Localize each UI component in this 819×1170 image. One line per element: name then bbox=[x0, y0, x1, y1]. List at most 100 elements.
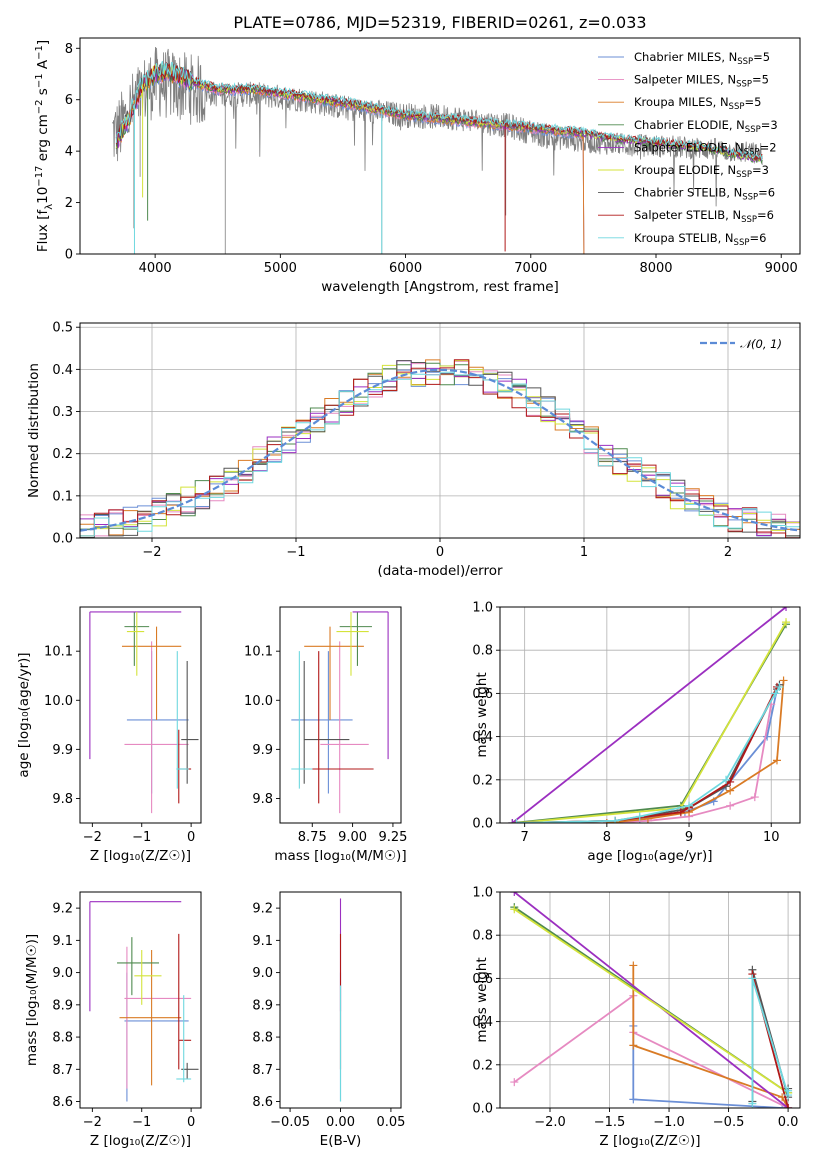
x-tick-label: 2 bbox=[724, 545, 732, 560]
legend-label-chabrier-stelib: Chabrier STELIB, NSSP=6 bbox=[634, 186, 775, 203]
x-tick-label: 0 bbox=[436, 545, 444, 560]
series-marker-kroupa-stelib bbox=[748, 974, 757, 983]
panel-ebv-mass: −0.05 0.00 0.05 8.6 8.7 8.8 8.9 9.0 9.1 9.2 E(B-V) bbox=[252, 891, 405, 1149]
y-tick-label: 0.8 bbox=[472, 644, 493, 659]
series-marker-kroupa-stelib bbox=[771, 689, 780, 698]
legend-label-eq: =5 bbox=[744, 95, 761, 109]
series-marker-kroupa-elodie bbox=[510, 905, 519, 914]
y-tick-label: 8.6 bbox=[52, 1095, 73, 1110]
y-tick-label: 9.1 bbox=[252, 934, 273, 949]
series-marker-kroupa-miles bbox=[726, 786, 735, 795]
x-tick-label: 9.25 bbox=[378, 830, 407, 845]
panel-mass-age: 8.75 9.00 9.25 9.8 9.9 10.0 10.1 mass [log₁₀(M/… bbox=[244, 606, 407, 864]
y-tick-label: 1.0 bbox=[472, 886, 493, 901]
y-tick-label: 8.9 bbox=[52, 998, 73, 1013]
legend-label-sub: SSP bbox=[729, 102, 745, 112]
y-tick-label: 8.7 bbox=[52, 1063, 73, 1078]
y-tick-label: 8.6 bbox=[252, 1095, 273, 1110]
y-tick-label: 2 bbox=[65, 196, 73, 211]
axes-frame bbox=[499, 891, 801, 1109]
page-title: PLATE=0786, MJD=52319, FIBERID=0261, z=0… bbox=[233, 13, 646, 32]
y-axis-label: Flux [fλ10−17 erg cm−2 s−1 A−1] bbox=[34, 40, 55, 252]
panel-z-age: −2 −1 0 9.8 9.9 10.0 10.1 Z [log₁₀(Z/Z☉)] age [l… bbox=[16, 606, 202, 864]
legend-label-kroupa-miles: Kroupa MILES, NSSP=5 bbox=[634, 95, 761, 112]
x-tick-label: 5000 bbox=[264, 261, 297, 276]
x-tick-label: −1 bbox=[286, 545, 305, 560]
series-marker-kroupa-stelib bbox=[722, 775, 731, 784]
y-axis-label: mass weight bbox=[474, 672, 490, 757]
model-line-kroupa-miles bbox=[115, 64, 585, 254]
legend-label-eq: =3 bbox=[752, 163, 769, 177]
x-tick-label: −1.5 bbox=[594, 1115, 626, 1130]
y-tick-label: 4 bbox=[65, 145, 73, 160]
legend-label-normal: 𝒩(0, 1) bbox=[740, 337, 782, 351]
y-axis-label-part: erg cm bbox=[35, 114, 51, 165]
panel-z-massweight: −2.0 −1.5 −1.0 −0.5 0.0 0.0 0.2 0.4 0.6 0.8 1.0 Z [… bbox=[472, 886, 801, 1149]
data-spectrum-line bbox=[112, 46, 763, 207]
y-tick-label: 0.1 bbox=[52, 489, 73, 504]
y-tick-label: 0.4 bbox=[472, 1015, 493, 1030]
series-marker-kroupa-stelib bbox=[775, 682, 784, 691]
series-marker-kroupa-stelib bbox=[635, 812, 644, 821]
model-line-kroupa-stelib bbox=[115, 60, 763, 161]
legend-label-sub: SSP bbox=[734, 238, 750, 248]
y-tick-label: 8.9 bbox=[252, 998, 273, 1013]
legend-label-sub: SSP bbox=[742, 193, 758, 203]
legend-label-eq: =5 bbox=[752, 73, 769, 87]
legend-label-name: Salpeter MILES, N bbox=[634, 73, 736, 87]
legend-label-name: Salpeter ELODIE, N bbox=[634, 140, 744, 154]
series-marker-kroupa-stelib bbox=[748, 1099, 757, 1108]
x-tick-label: 1 bbox=[580, 545, 588, 560]
y-axis-label-part: λ bbox=[44, 204, 55, 210]
y-axis-label-part: ] bbox=[35, 40, 51, 45]
y-tick-label: 0.4 bbox=[52, 363, 73, 378]
y-tick-label: 0.2 bbox=[52, 447, 73, 462]
series-marker-salpeter-stelib bbox=[676, 808, 685, 817]
series-marker-kroupa-miles bbox=[629, 1041, 638, 1050]
series-line-salpeter-elodie bbox=[513, 892, 789, 1108]
plot-area bbox=[510, 892, 793, 1108]
histogram-kroupa-stelib bbox=[80, 371, 800, 537]
legend-label-sub: SSP bbox=[741, 215, 757, 225]
axes-frame bbox=[79, 37, 801, 255]
panel-age-massweight: 7 8 9 10 0.0 0.2 0.4 0.6 0.8 1.0 age [log₁₀(age/yr… bbox=[472, 601, 801, 864]
series-marker-kroupa-stelib bbox=[784, 1086, 793, 1095]
legend-label-name: Kroupa ELODIE, N bbox=[634, 163, 736, 177]
y-tick-label: 9.0 bbox=[52, 966, 73, 981]
series-marker-kroupa-elodie bbox=[782, 618, 791, 627]
legend-label-eq: =6 bbox=[757, 208, 774, 222]
x-tick-label: 8.75 bbox=[298, 830, 327, 845]
y-tick-label: 0.3 bbox=[52, 405, 73, 420]
y-tick-label: 9.0 bbox=[252, 966, 273, 981]
x-axis-label: Z [log₁₀(Z/Z☉)] bbox=[90, 1133, 191, 1149]
series-marker-kroupa-stelib bbox=[512, 819, 521, 823]
legend-label-salpeter-miles: Salpeter MILES, NSSP=5 bbox=[634, 73, 769, 90]
y-axis-label-part: A bbox=[35, 59, 51, 73]
axes-frame bbox=[79, 891, 202, 1109]
x-tick-label: 10 bbox=[763, 830, 780, 845]
series-marker-salpeter-stelib bbox=[726, 777, 735, 786]
y-axis-label-part: −17 bbox=[34, 166, 45, 187]
y-tick-label: 9.2 bbox=[252, 902, 273, 917]
series-line-kroupa-miles bbox=[632, 965, 789, 1108]
legend-label-kroupa-stelib: Kroupa STELIB, NSSP=6 bbox=[634, 231, 766, 248]
x-tick-label: 8 bbox=[603, 830, 611, 845]
y-tick-label: 9.8 bbox=[52, 792, 73, 807]
x-tick-label: 6000 bbox=[389, 261, 422, 276]
x-tick-label: 0 bbox=[187, 830, 195, 845]
y-axis-label-part: −1 bbox=[34, 45, 45, 60]
legend-label-eq: =3 bbox=[761, 118, 778, 132]
x-tick-label: 9000 bbox=[765, 261, 798, 276]
series-marker-kroupa-miles bbox=[779, 676, 788, 685]
series-line-kroupa-elodie bbox=[513, 908, 789, 1094]
legend-label-name: Chabrier ELODIE, N bbox=[634, 118, 745, 132]
legend-label-chabrier-miles: Chabrier MILES, NSSP=5 bbox=[634, 50, 770, 67]
plot-area bbox=[80, 359, 800, 538]
axes-frame bbox=[79, 606, 202, 824]
y-tick-label: 8 bbox=[65, 42, 73, 57]
y-axis-label-part: −1 bbox=[34, 73, 45, 88]
legend-label-chabrier-elodie: Chabrier ELODIE, NSSP=3 bbox=[634, 118, 778, 135]
series-marker-chabrier-miles bbox=[763, 732, 772, 741]
y-axis-label: mass [log₁₀(M/M☉)] bbox=[24, 934, 40, 1066]
x-axis-label: (data-model)/error bbox=[377, 563, 503, 579]
